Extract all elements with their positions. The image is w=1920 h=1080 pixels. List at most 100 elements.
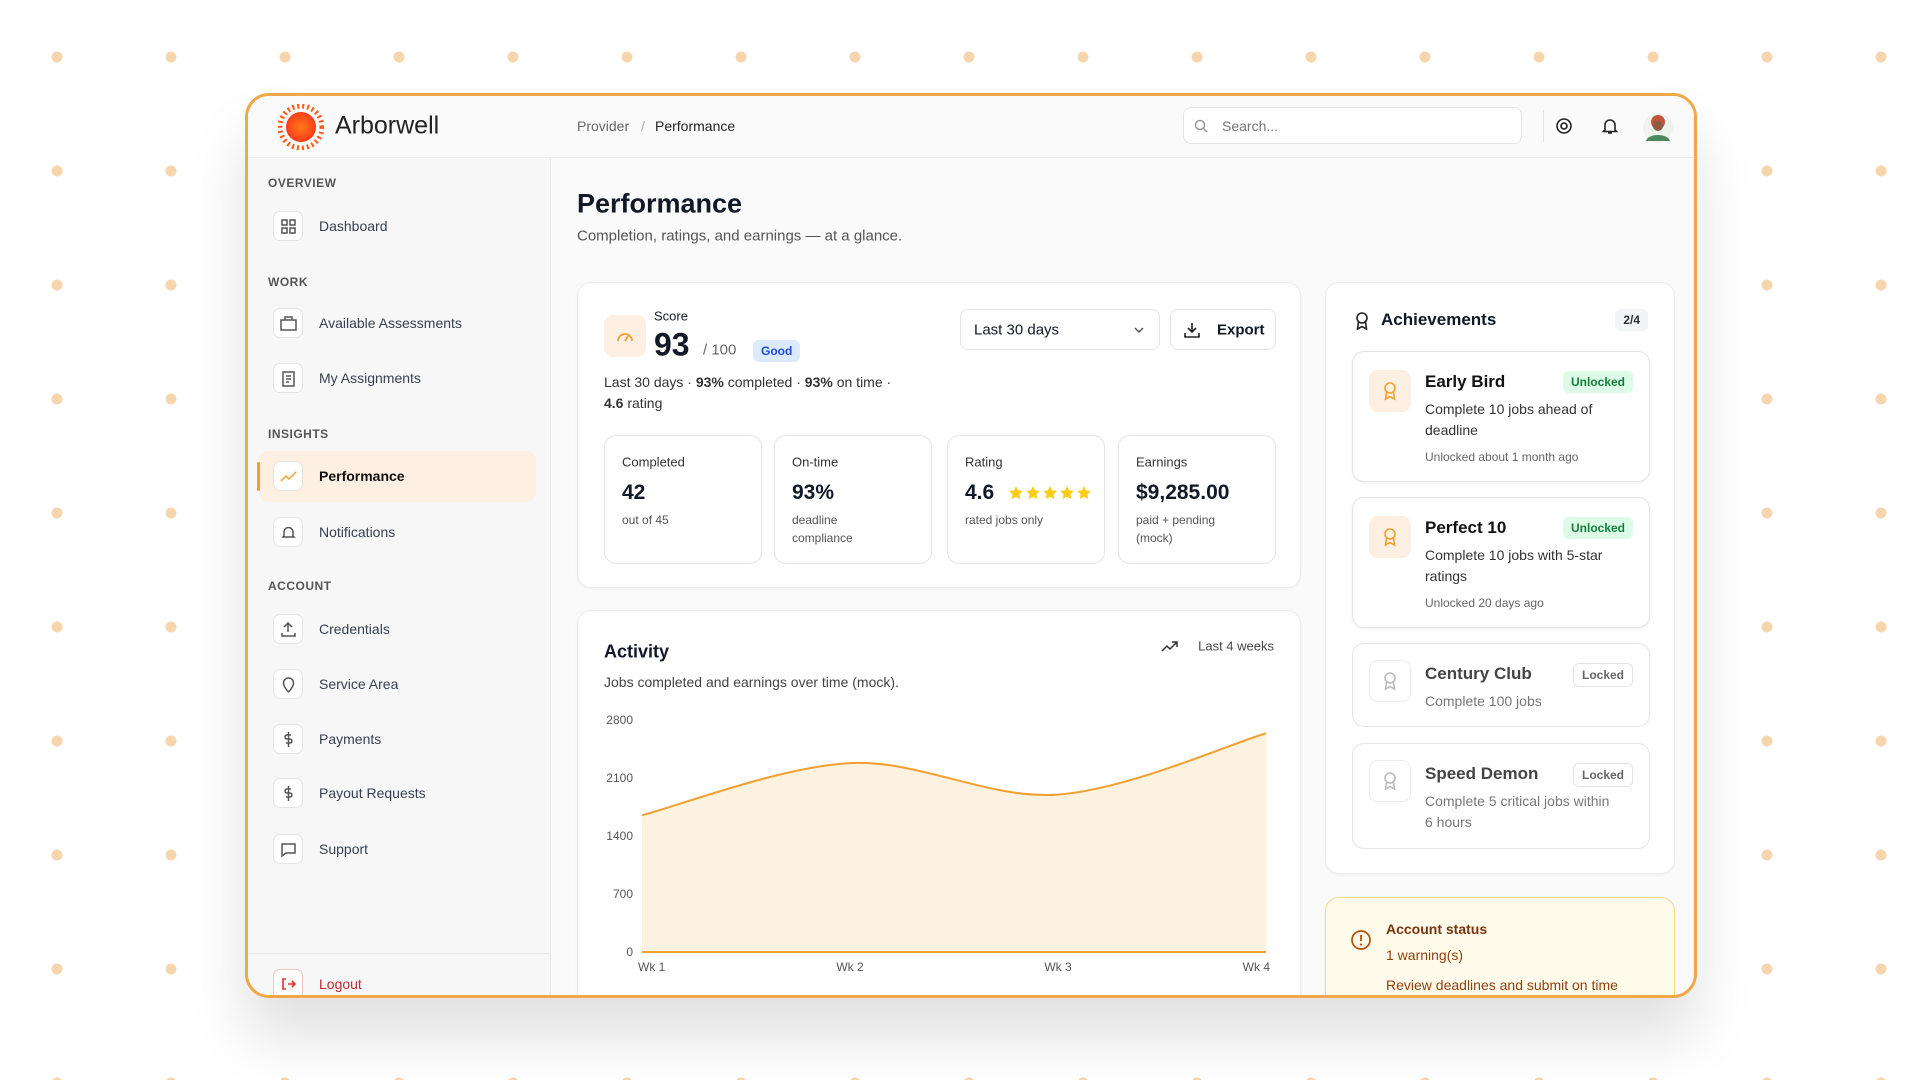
icon-glyph [281, 219, 296, 234]
icon-glyph [280, 316, 297, 331]
activity-title: Activity [604, 641, 670, 662]
nav-section-label: ACCOUNT [268, 579, 332, 593]
nav-item[interactable]: Support [319, 841, 369, 857]
icon-part [1384, 537, 1396, 547]
icon-path [281, 526, 296, 538]
score-summary: Last 30 days · 93% completed · 93% on ti… [604, 374, 891, 390]
x-tick-label: Wk 3 [1044, 960, 1072, 974]
score-value: 93 [654, 326, 690, 363]
activity-card: Activity Jobs completed and earnings ove… [577, 610, 1301, 995]
score-rating: 4.6 rating [604, 395, 662, 411]
star [1077, 486, 1091, 499]
achievement-title: Early Bird [1425, 372, 1506, 391]
icon-part [1384, 672, 1396, 684]
score-max: / 100 [703, 341, 737, 359]
icon-part [1384, 681, 1396, 691]
icon-path [281, 621, 296, 637]
stat-label: Rating [965, 454, 1003, 470]
summary-text: completed · [723, 374, 805, 390]
logout-button[interactable]: Logout [319, 976, 362, 992]
nav-item[interactable]: Payments [319, 731, 382, 747]
stars [1009, 486, 1091, 499]
icon-glyph [280, 471, 297, 482]
app-window: Arborwell Provider / Performance Search.… [245, 93, 1697, 998]
x-tick-label: Wk 4 [1243, 960, 1271, 974]
stat-sub: (mock) [1136, 531, 1173, 545]
icon-glyph [1384, 528, 1396, 547]
score-icon [604, 315, 646, 357]
achievement-title: Century Club [1425, 664, 1532, 683]
achievement-desc: Complete 10 jobs with 5-star [1425, 547, 1603, 563]
nav-section-label: OVERVIEW [268, 176, 337, 190]
page-title: Performance [577, 188, 743, 219]
y-tick-label: 0 [626, 945, 633, 959]
search-placeholder: Search... [1222, 118, 1279, 134]
logout-icon [273, 969, 303, 995]
star [1026, 486, 1040, 499]
stat-sub: compliance [792, 531, 853, 545]
export-button[interactable]: Export [1170, 309, 1276, 350]
avatar[interactable] [1641, 108, 1675, 146]
stat-value: $9,285.00 [1136, 481, 1230, 504]
help-button[interactable] [1554, 116, 1574, 136]
search-box[interactable]: Search... [1183, 107, 1522, 144]
achievement-desc: 6 hours [1425, 814, 1472, 830]
achievements-title: Achievements [1381, 310, 1497, 329]
icon-part [1384, 781, 1396, 791]
account-status-card: Account status 1 warning(s) Review deadl… [1325, 897, 1675, 995]
stat-card: Rating 4.6 rated jobs only [947, 435, 1105, 564]
icon-path [281, 219, 296, 234]
icon-glyph [281, 526, 296, 538]
nav-item[interactable]: Dashboard [319, 218, 388, 234]
icon-glyph [282, 371, 295, 387]
achievement-meta: Unlocked about 1 month ago [1425, 450, 1579, 464]
achievement-status: Unlocked [1562, 517, 1633, 539]
nav-item[interactable]: Service Area [319, 676, 399, 692]
divider [248, 953, 551, 954]
nav-section-label: WORK [268, 275, 308, 289]
icon-path [284, 786, 293, 801]
nav-icon [273, 363, 303, 393]
achievement-icon [1369, 370, 1411, 412]
y-tick-label: 2800 [606, 713, 633, 727]
icon-part [1384, 528, 1396, 540]
icon-path [282, 371, 295, 387]
achievement-desc: Complete 10 jobs ahead of [1425, 401, 1593, 417]
icon-glyph [284, 786, 293, 801]
achievement-desc: Complete 5 critical jobs within [1425, 793, 1610, 809]
nav-item[interactable]: Notifications [319, 524, 396, 540]
breadcrumb-separator: / [641, 118, 645, 134]
nav-icon [273, 461, 303, 491]
stat-sub: deadline [792, 513, 838, 527]
achievement-title: Speed Demon [1425, 764, 1539, 783]
achievement-desc: Complete 100 jobs [1425, 693, 1542, 709]
icon-part [1384, 772, 1396, 784]
stat-label: On-time [792, 454, 839, 470]
x-tick-label: Wk 2 [836, 960, 864, 974]
nav-item[interactable]: Available Assessments [319, 315, 462, 331]
notifications-button[interactable] [1600, 116, 1620, 136]
star [1043, 486, 1057, 499]
nav-item[interactable]: My Assignments [319, 370, 421, 386]
nav-item[interactable]: Credentials [319, 621, 390, 637]
achievement-status: Locked [1572, 663, 1633, 687]
nav-item[interactable]: Performance [319, 468, 405, 484]
achievements-icon [1356, 312, 1368, 331]
status-title: Account status [1386, 921, 1488, 937]
summary-text: on time · [832, 374, 892, 390]
star [1009, 486, 1023, 499]
nav-item[interactable]: Payout Requests [319, 785, 426, 801]
summary-ontime: 93% [804, 374, 833, 390]
achievement-desc: ratings [1425, 568, 1468, 584]
achievement-status: Unlocked [1562, 371, 1633, 393]
trend-icon [1161, 641, 1178, 652]
achievement: Century Club Locked Complete 100 jobs [1352, 643, 1650, 727]
achievement-icon [1369, 516, 1411, 558]
breadcrumb-link[interactable]: Provider [577, 118, 630, 134]
achievement: Early Bird Unlocked Complete 10 jobs ahead… [1352, 351, 1650, 482]
search-icon [1194, 119, 1208, 133]
icon-glyph [1384, 772, 1396, 791]
range-dropdown[interactable]: Last 30 days [960, 309, 1160, 350]
export-label: Export [1217, 321, 1265, 339]
